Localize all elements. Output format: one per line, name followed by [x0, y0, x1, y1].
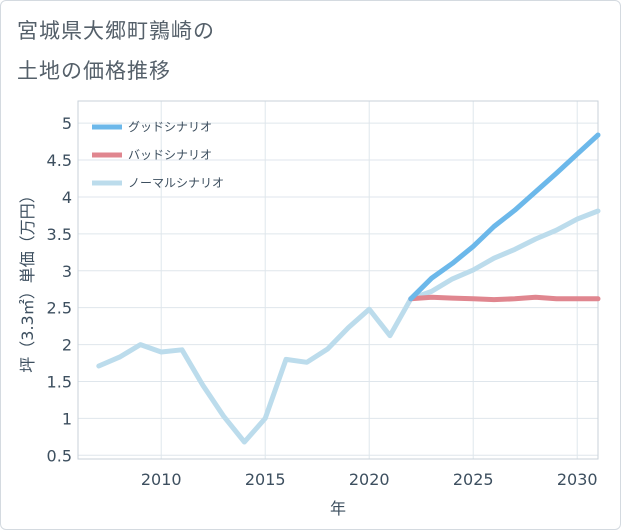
y-tick-label: 2 — [62, 336, 72, 355]
y-tick-label: 5 — [62, 114, 72, 133]
x-tick-label: 2030 — [557, 470, 598, 489]
series-line-bad — [408, 294, 601, 303]
plot-frame — [77, 100, 599, 460]
y-tick-label: 2.5 — [47, 299, 72, 318]
chart-title-line2: 土地の価格推移 — [17, 59, 171, 83]
x-tick-label: 2015 — [245, 470, 286, 489]
chart-title-line1: 宮城県大郷町鶉崎の — [17, 19, 215, 43]
legend-normal-label: ノーマルシナリオ — [128, 176, 224, 190]
series-line-normal — [96, 208, 601, 445]
x-axis-label: 年 — [330, 499, 346, 518]
y-tick-label: 0.5 — [47, 446, 72, 465]
y-axis-label: 坪（3.3㎡）単価（万円） — [18, 187, 37, 372]
legend-bad-label: バッドシナリオ — [128, 148, 212, 162]
x-tick-label: 2020 — [349, 470, 390, 489]
y-tick-label: 3.5 — [47, 225, 72, 244]
y-tick-label: 4 — [62, 188, 72, 207]
y-tick-label: 4.5 — [47, 151, 72, 170]
y-tick-label: 1.5 — [47, 372, 72, 391]
legend-good-label: グッドシナリオ — [128, 120, 212, 134]
plot-area — [78, 101, 598, 459]
y-tick-label: 1 — [62, 409, 72, 428]
series-line-good — [408, 132, 601, 302]
x-tick-label: 2010 — [141, 470, 182, 489]
y-tick-label: 3 — [62, 262, 72, 281]
x-tick-label: 2025 — [453, 470, 494, 489]
